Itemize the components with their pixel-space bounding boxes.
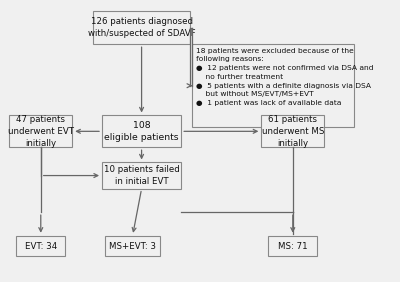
Text: MS+EVT: 3: MS+EVT: 3 xyxy=(109,242,156,250)
FancyBboxPatch shape xyxy=(268,236,317,256)
Text: EVT: 34: EVT: 34 xyxy=(25,242,57,250)
FancyBboxPatch shape xyxy=(102,162,181,189)
Text: MS: 71: MS: 71 xyxy=(278,242,308,250)
FancyBboxPatch shape xyxy=(9,115,72,147)
Text: 61 patients
underwent MS
initially: 61 patients underwent MS initially xyxy=(262,115,324,147)
FancyBboxPatch shape xyxy=(93,11,190,44)
FancyBboxPatch shape xyxy=(261,115,324,147)
FancyBboxPatch shape xyxy=(102,115,181,147)
Text: 47 patients
underwent EVT
initially: 47 patients underwent EVT initially xyxy=(8,115,74,147)
FancyBboxPatch shape xyxy=(16,236,65,256)
Text: 108
eligible patients: 108 eligible patients xyxy=(104,121,179,142)
Text: 18 patients were excluded because of the
following reasons:
●  12 patients were : 18 patients were excluded because of the… xyxy=(196,48,374,106)
Text: 126 patients diagnosed
with/suspected of SDAVF: 126 patients diagnosed with/suspected of… xyxy=(88,17,195,38)
Text: 10 patients failed
in initial EVT: 10 patients failed in initial EVT xyxy=(104,165,180,186)
FancyBboxPatch shape xyxy=(192,44,354,127)
FancyBboxPatch shape xyxy=(105,236,160,256)
